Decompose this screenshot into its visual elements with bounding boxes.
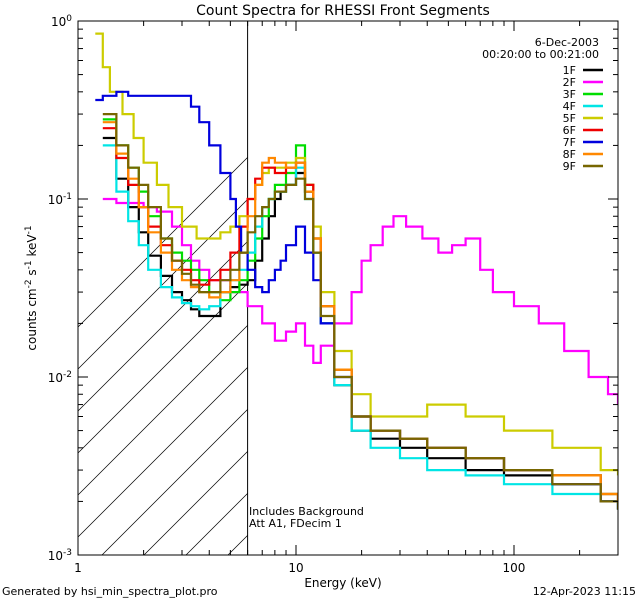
x-tick-label: 1 (74, 561, 82, 575)
hatch-line (78, 324, 248, 496)
legend-label-5f: 5F (563, 112, 576, 125)
series-5f-line (95, 32, 618, 476)
series-layer (95, 32, 618, 510)
axis-ticks: 1 10 100 100 10-1 10-2 10-3 (48, 14, 619, 575)
x-tick-label: 10 (288, 561, 303, 575)
series-7f-line (95, 90, 618, 510)
legend-label-7f: 7F (563, 136, 576, 149)
series-6f-line (102, 127, 618, 502)
date-label: 6-Dec-2003 (535, 36, 599, 49)
y-tick-label: 10-2 (48, 370, 72, 385)
annotation-attenuator: Att A1, FDecim 1 (249, 517, 342, 530)
hatch-line (78, 282, 248, 454)
series-4f-line (102, 144, 618, 510)
series-1f-line (102, 136, 618, 510)
annotation-background: Includes Background (249, 505, 364, 518)
series-9f-line (102, 113, 618, 510)
hatch-line (78, 156, 248, 328)
time-range-label: 00:20:00 to 00:21:00 (482, 48, 599, 61)
plot-frame (77, 20, 619, 556)
legend-label-2f: 2F (563, 76, 576, 89)
chart-title: Count Spectra for RHESSI Front Segments (196, 3, 490, 19)
hatch-line (101, 408, 248, 555)
y-tick-label: 10-1 (48, 192, 72, 207)
excluded-energy-hatch (78, 21, 640, 555)
series-8f-line (102, 121, 618, 502)
footer-generated-by: Generated by hsi_min_spectra_plot.pro (2, 585, 218, 598)
y-tick-label: 10-3 (48, 548, 72, 563)
y-tick-label: 100 (51, 14, 72, 29)
series-2f-line (102, 197, 618, 405)
legend-label-3f: 3F (563, 88, 576, 101)
hatch-line (78, 366, 248, 538)
hatch-line (78, 198, 248, 370)
legend-label-6f: 6F (563, 124, 576, 137)
legend-label-9f: 9F (563, 160, 576, 173)
legend-label-1f: 1F (563, 64, 576, 77)
hatch-line (143, 450, 248, 555)
legend-label-4f: 4F (563, 100, 576, 113)
series-3f-line (102, 118, 618, 502)
x-tick-label: 100 (503, 561, 526, 575)
footer-timestamp: 12-Apr-2023 11:15 (533, 585, 636, 598)
legend-label-8f: 8F (563, 148, 576, 161)
hatch-line (606, 21, 640, 555)
hatch-line (78, 240, 248, 412)
y-axis-label: counts cm-2 s-1 keV-1 (24, 225, 39, 350)
x-axis-label: Energy (keV) (304, 576, 381, 590)
